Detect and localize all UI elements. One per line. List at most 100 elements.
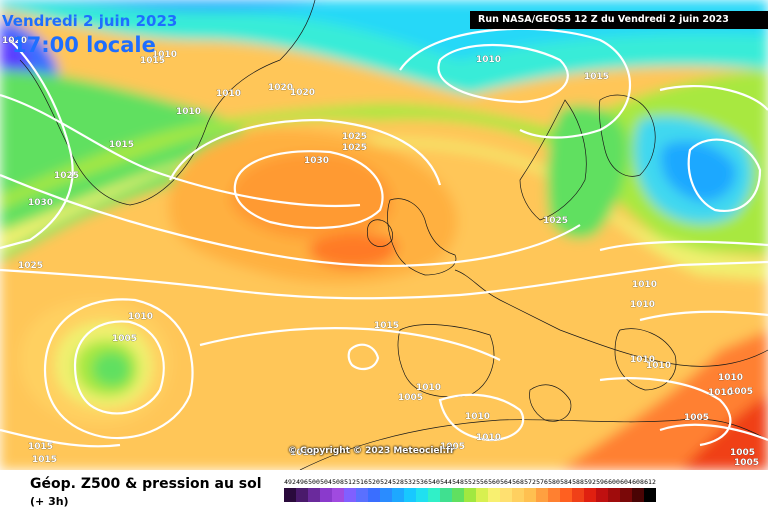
scale-swatch <box>296 488 308 502</box>
pressure-label: 1010 <box>416 383 441 393</box>
scale-tick-label: 568 <box>512 478 524 486</box>
scale-swatch <box>596 488 608 502</box>
scale-swatch <box>464 488 476 502</box>
scale-swatch <box>524 488 536 502</box>
scale-swatch <box>380 488 392 502</box>
scale-swatch <box>428 488 440 502</box>
pressure-label: 1010 <box>216 89 241 99</box>
scale-tick-label: 592 <box>584 478 596 486</box>
pressure-label: 1010 <box>476 55 501 65</box>
scale-tick-label: 528 <box>392 478 404 486</box>
pressure-label: 1010 <box>718 373 743 383</box>
pressure-label: 1005 <box>728 387 753 397</box>
forecast-time: 17:00 locale <box>12 33 156 57</box>
pressure-label: 1025 <box>342 132 367 142</box>
scale-tick-label: 544 <box>440 478 452 486</box>
scale-swatch <box>644 488 656 502</box>
scale-tick-label: 556 <box>476 478 488 486</box>
pressure-label: 1010 <box>128 312 153 322</box>
scale-swatch <box>416 488 428 502</box>
pressure-label: 1005 <box>398 393 423 403</box>
scale-tick-label: 588 <box>572 478 584 486</box>
scale-swatch <box>404 488 416 502</box>
scale-swatch <box>308 488 320 502</box>
scale-tick-label: 608 <box>632 478 644 486</box>
pressure-label: 1010 <box>176 107 201 117</box>
pressure-label: 1010 <box>152 50 177 60</box>
pressure-label: 1020 <box>2 36 27 46</box>
model-run-info: Run NASA/GEOS5 12 Z du Vendredi 2 juin 2… <box>470 11 768 29</box>
scale-tick-label: 564 <box>500 478 512 486</box>
pressure-label: 1015 <box>32 455 57 465</box>
pressure-label: 1010 <box>630 300 655 310</box>
forecast-step: (+ 3h) <box>30 495 69 508</box>
pressure-label: 1005 <box>112 334 137 344</box>
scale-swatch <box>536 488 548 502</box>
pressure-label: 1010 <box>465 412 490 422</box>
pressure-label: 1005 <box>440 442 465 452</box>
copyright-notice: © Copyright © 2023 Meteociel.fr <box>288 446 455 456</box>
scale-tick-label: 560 <box>488 478 500 486</box>
scale-tick-label: 584 <box>560 478 572 486</box>
scale-swatch <box>452 488 464 502</box>
pressure-label: 1025 <box>342 143 367 153</box>
scale-swatch <box>608 488 620 502</box>
scale-tick-label: 508 <box>332 478 344 486</box>
scale-swatch <box>620 488 632 502</box>
scale-tick-label: 512 <box>344 478 356 486</box>
legend-footer: Géop. Z500 & pression au sol (+ 3h) 492 4… <box>0 470 768 512</box>
pressure-label: 1010 <box>476 433 501 443</box>
pressure-label: 1025 <box>18 261 43 271</box>
scale-tick-label: 596 <box>596 478 608 486</box>
pressure-label: 1020 <box>268 83 293 93</box>
pressure-label: 1015 <box>290 448 315 458</box>
coastlines <box>19 0 768 470</box>
scale-tick-label: 580 <box>548 478 560 486</box>
scale-swatch <box>332 488 344 502</box>
scale-swatch <box>368 488 380 502</box>
scale-tick-label: 612 <box>644 478 656 486</box>
pressure-label: 1030 <box>28 198 53 208</box>
map-title: Géop. Z500 & pression au sol <box>30 476 262 492</box>
scale-swatch <box>392 488 404 502</box>
scale-tick-label: 504 <box>320 478 332 486</box>
pressure-label: 1015 <box>140 56 165 66</box>
pressure-label: 1010 <box>632 280 657 290</box>
pressure-label: 1020 <box>290 88 315 98</box>
pressure-label: 1010 <box>630 355 655 365</box>
scale-swatch <box>572 488 584 502</box>
color-scale-bar <box>284 488 752 502</box>
scale-swatch <box>584 488 596 502</box>
scale-tick-label: 492 <box>284 478 296 486</box>
scale-tick-label: 604 <box>620 478 632 486</box>
scale-swatch <box>488 488 500 502</box>
pressure-label: 1025 <box>543 216 568 226</box>
pressure-label: 1010 <box>708 388 733 398</box>
scale-swatch <box>476 488 488 502</box>
z500-shading <box>0 0 768 470</box>
scale-tick-label: 536 <box>416 478 428 486</box>
pressure-label: 1025 <box>54 171 79 181</box>
scale-tick-label: 548 <box>452 478 464 486</box>
scale-swatch <box>632 488 644 502</box>
geopotential-field: 1020 1010 1015 1010 1015 1010 1020 1020 … <box>0 0 768 470</box>
forecast-date: Vendredi 2 juin 2023 <box>2 12 178 30</box>
color-scale-labels: 492 496 500 504 508 512 516 520 524 528 532 536 540 5… <box>284 478 752 486</box>
scale-swatch <box>344 488 356 502</box>
pressure-label: 1030 <box>304 156 329 166</box>
scale-tick-label: 516 <box>356 478 368 486</box>
scale-swatch <box>356 488 368 502</box>
scale-tick-label: 572 <box>524 478 536 486</box>
scale-swatch <box>512 488 524 502</box>
color-scale: 492 496 500 504 508 512 516 520 524 528 532 536 540 5… <box>284 478 752 502</box>
isobars <box>0 27 768 448</box>
scale-tick-label: 600 <box>608 478 620 486</box>
pressure-label: 1005 <box>730 448 755 458</box>
scale-swatch <box>440 488 452 502</box>
scale-tick-label: 496 <box>296 478 308 486</box>
pressure-label: 1015 <box>109 140 134 150</box>
pressure-label: 1005 <box>684 413 709 423</box>
scale-swatch <box>284 488 296 502</box>
scale-swatch <box>548 488 560 502</box>
pressure-label: 1005 <box>734 458 759 468</box>
